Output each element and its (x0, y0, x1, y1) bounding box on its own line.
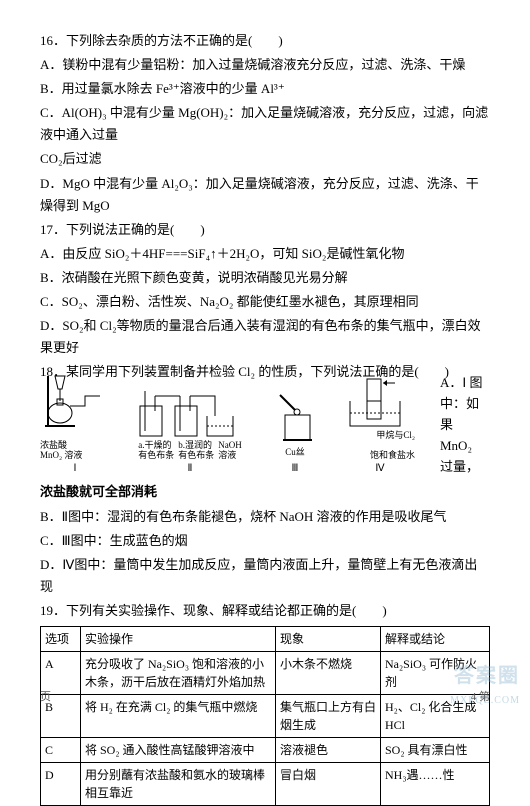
figure-3: Cu丝 Ⅲ (270, 385, 320, 477)
footer-left: 页 (40, 688, 51, 707)
q18-d: D．Ⅳ图中：量筒中发生加成反应，量筒内液面上升，量筒壁上有无色液滴出现 (40, 554, 490, 598)
q17-d: D．SO₂和 Cl₂等物质的量混合后通入装有湿润的有色布条的集气瓶中，漂白效果更… (40, 315, 490, 359)
fig2-num: Ⅱ (188, 460, 193, 477)
fig3-label: Cu丝 (285, 445, 305, 460)
q18-b: B．Ⅱ图中：湿润的有色布条能褪色，烧杯 NaOH 溶液的作用是吸收尾气 (40, 506, 490, 528)
figure-4: 甲烷与Cl₂ 饱和食盐水 Ⅳ (345, 371, 415, 478)
fig2-b1: b.湿润的 (178, 440, 212, 450)
q19-table: 选项 实验操作 现象 解释或结论 A 充分吸收了 Na₂SiO₃ 饱和溶液的小木… (40, 626, 490, 806)
q18-a-right: A．Ⅰ 图 中：如 果 MnO₂ 过量， (440, 373, 490, 477)
fig2-r1: NaOH (218, 440, 242, 450)
fig1-label-top: 浓盐酸 (40, 440, 67, 450)
q17-stem: 17．下列说法正确的是( ) (40, 219, 490, 241)
table-row: C 将 SO₂ 通入酸性高锰酸钾溶液中 溶液褪色 SO₂ 具有漂白性 (41, 737, 490, 762)
q16-d: D．MgO 中混有少量 Al₂O₃：加入足量烧碱溶液，充分反应，过滤、洗涤、干燥… (40, 173, 490, 217)
fig1-num: Ⅰ (74, 460, 77, 477)
fig1-label-bot: 溶液 (64, 450, 82, 460)
q16-a: A．镁粉中混有少量铝粉：加入过量烧碱溶液充分反应，过滤、洗涤、干燥 (40, 54, 490, 76)
fig3-num: Ⅲ (292, 460, 299, 477)
figure-1: 浓盐酸 MnO₂ 溶液 Ⅰ (40, 371, 110, 478)
page-footer: 页 4 第 (0, 688, 530, 707)
q16-b: B．用过量氯水除去 Fe³⁺溶液中的少量 Al³⁺ (40, 78, 490, 100)
th-op: 实验操作 (81, 626, 276, 651)
th-ex: 解释或结论 (381, 626, 490, 651)
q16-c1: C．Al(OH)₃ 中混有少量 Mg(OH)₂：加入足量烧碱溶液，充分反应，过滤… (40, 102, 490, 146)
q18-c: C．Ⅲ图中：生成蓝色的烟 (40, 530, 490, 552)
footer-right: 4 第 (471, 688, 490, 707)
fig4-num: Ⅳ (375, 460, 384, 477)
q17-c: C．SO₂、漂白粉、活性炭、Na₂O₂ 都能使红墨水褪色，其原理相同 (40, 291, 490, 313)
fig2-a2: 有色布条 (138, 450, 174, 460)
table-row: D 用分别蘸有浓盐酸和氨水的玻璃棒相互靠近 冒白烟 NH₃遇……性 (41, 762, 490, 805)
fig4-bot: 饱和食盐水 (370, 450, 415, 460)
q19-stem: 19．下列有关实验操作、现象、解释或结论都正确的是( ) (40, 600, 490, 622)
fig2-r2: 溶液 (218, 450, 236, 460)
q16-c2: CO₂后过滤 (40, 148, 490, 170)
th-ph: 现象 (276, 626, 381, 651)
fig4-top: 甲烷与Cl₂ (376, 430, 415, 440)
q18-a-below: 浓盐酸就可全部消耗 (40, 481, 490, 503)
q17-b: B．浓硝酸在光照下颜色变黄，说明浓硝酸见光易分解 (40, 267, 490, 289)
th-opt: 选项 (41, 626, 81, 651)
fig1-label-mid: MnO₂ (40, 450, 62, 460)
fig2-b2: 有色布条 (178, 450, 214, 460)
q16-stem: 16．下列除去杂质的方法不正确的是( ) (40, 30, 490, 52)
q18-figure-row: 浓盐酸 MnO₂ 溶液 Ⅰ a.干燥的 有色布条 (40, 387, 490, 477)
figure-2: a.干燥的 有色布条 b.湿润的 有色布条 NaOH 溶液 Ⅱ (135, 386, 245, 478)
fig2-a1: a.干燥的 (138, 440, 171, 450)
q17-a: A．由反应 SiO₂＋4HF===SiF₄↑＋2H₂O，可知 SiO₂是碱性氧化… (40, 243, 490, 265)
